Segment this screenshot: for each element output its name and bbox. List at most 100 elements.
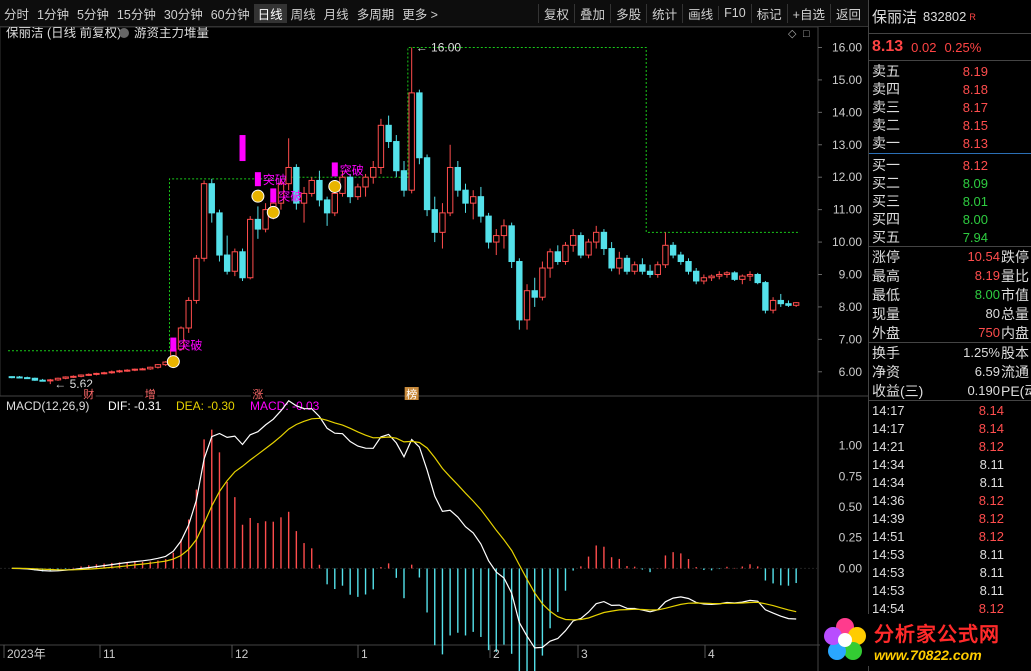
stat-row-4: 现量 80 总量 <box>869 304 1031 323</box>
bid-label: 买三 <box>872 193 900 209</box>
breakout-label: 突破 <box>263 172 287 187</box>
period-tab-8[interactable]: 月线 <box>323 7 349 22</box>
candle-body <box>377 124 385 168</box>
period-tab-5[interactable]: 60分钟 <box>210 7 250 22</box>
candle-body <box>147 366 154 370</box>
candle-body <box>47 379 54 382</box>
signal-bar <box>170 337 177 352</box>
tick-row: 14:34 8.11 <box>869 455 1031 473</box>
period-tab-2[interactable]: 5分钟 <box>76 7 109 22</box>
candle-body <box>423 157 431 211</box>
tool-button-7[interactable]: +自选 <box>786 3 830 23</box>
ask-price: 8.19 <box>962 63 988 79</box>
candle-body <box>431 209 438 233</box>
candle-body <box>208 183 215 214</box>
bid-label: 买五 <box>872 229 900 245</box>
kline-chart[interactable]: 16.0015.0014.0013.0012.0011.0010.009.008… <box>0 27 868 671</box>
tick-time: 14:39 <box>872 510 905 526</box>
tool-button-2[interactable]: 多股 <box>610 3 646 23</box>
ask-row-3[interactable]: 卖三 8.17 <box>869 98 1031 116</box>
ask-price: 8.18 <box>962 81 988 97</box>
bid-list: 买一 8.12 买二 8.09 买三 8.01 买四 8.00 买五 7.94 <box>869 155 1031 246</box>
price-axis-label: 9.00 <box>839 267 863 281</box>
price-axis-label: 13.00 <box>832 138 862 152</box>
ask-row-2[interactable]: 卖四 8.18 <box>869 80 1031 98</box>
tool-button-6[interactable]: 标记 <box>750 3 787 23</box>
period-tab-1[interactable]: 1分钟 <box>37 7 69 22</box>
kline-chart-area[interactable]: 16.00 15.00 14.00 13.00 12.00 11.00 10.00 9.00 8… <box>0 27 868 671</box>
bid-row-2[interactable]: 买二 8.09 <box>869 174 1031 192</box>
candle-body <box>239 251 246 279</box>
candle-body <box>231 251 239 272</box>
period-tab-7[interactable]: 周线 <box>290 7 316 22</box>
candle-body <box>646 270 654 275</box>
macd-dif-line <box>11 399 797 649</box>
money-bag-icon <box>266 205 280 219</box>
stat-row-3: 最低 8.00 市值 <box>869 285 1031 304</box>
tool-button-8[interactable]: 返回 <box>829 3 866 23</box>
money-bag-icon <box>166 355 180 369</box>
event-marker: 财 <box>83 387 94 401</box>
price-axis-label: 8.00 <box>839 300 863 314</box>
bid-row-4[interactable]: 买四 8.00 <box>869 210 1031 228</box>
tick-price: 8.11 <box>979 564 1004 580</box>
candle-body <box>54 377 62 381</box>
tool-button-0[interactable]: 复权 <box>538 3 574 23</box>
candle-body <box>131 368 139 371</box>
period-tab-10[interactable]: 更多 > <box>402 7 438 22</box>
candle-body <box>746 273 754 277</box>
tool-button-5[interactable]: F10 <box>718 6 751 20</box>
stat2-label: 收益(三) <box>872 382 924 399</box>
candle-body <box>531 290 538 298</box>
tool-buttons: 复权 叠加 多股 统计 画线 F10 标记 +自选 返回 <box>538 0 866 26</box>
period-tab-3[interactable]: 15分钟 <box>116 7 156 22</box>
candle-body <box>85 373 92 376</box>
candle-body <box>769 299 777 311</box>
candle-body <box>485 215 492 243</box>
candle-body <box>24 377 31 380</box>
bid-row-1[interactable]: 买一 8.12 <box>869 156 1031 174</box>
tick-time: 14:34 <box>872 474 905 490</box>
bid-label: 买四 <box>872 211 900 227</box>
divider <box>869 246 1031 247</box>
ask-row-1[interactable]: 卖五 8.19 <box>869 62 1031 80</box>
macd-axis-label: 1.00 <box>839 439 863 453</box>
tool-button-3[interactable]: 统计 <box>646 3 682 23</box>
tick-time: 14:34 <box>872 456 905 472</box>
candle-body <box>593 231 600 243</box>
ask-row-5[interactable]: 卖一 8.13 <box>869 134 1031 152</box>
stat-label: 最高 <box>872 267 900 284</box>
tool-button-1[interactable]: 叠加 <box>574 3 610 23</box>
candle-body <box>739 275 746 280</box>
resistance-line <box>8 46 800 352</box>
ask-list: 卖五 8.19 卖四 8.18 卖三 8.17 卖二 8.15 卖一 8.13 <box>869 61 1031 152</box>
tick-price: 8.12 <box>978 528 1004 544</box>
stat-label: 最低 <box>872 286 900 303</box>
candle-body <box>200 183 208 259</box>
tick-list[interactable]: 14:17 8.14 14:17 8.14 14:21 8.12 14:34 8.11 14:3… <box>869 401 1031 617</box>
tick-price: 8.11 <box>979 474 1004 490</box>
tick-time: 14:17 <box>872 402 905 418</box>
candle-body <box>623 257 631 272</box>
ask-price: 8.15 <box>962 117 988 133</box>
candle-body <box>546 251 554 269</box>
period-tab-0[interactable]: 分时 <box>4 7 30 22</box>
stat2-label2: PE(动 <box>1001 382 1031 399</box>
bid-row-5[interactable]: 买五 7.94 <box>869 228 1031 246</box>
stock-name: 保丽洁 <box>872 9 918 26</box>
price-axis-label: 15.00 <box>832 73 862 87</box>
candle-body <box>439 212 446 233</box>
diamond-icon: ◇ <box>788 28 797 40</box>
period-tab-9[interactable]: 多周期 <box>356 7 395 22</box>
ask-label: 卖三 <box>872 99 900 115</box>
ask-row-4[interactable]: 卖二 8.15 <box>869 116 1031 134</box>
period-tab-4[interactable]: 30分钟 <box>163 7 203 22</box>
tick-price: 8.12 <box>978 492 1004 508</box>
stat-value: 10.54 <box>967 249 1000 264</box>
bid-row-3[interactable]: 买三 8.01 <box>869 192 1031 210</box>
ask-price: 8.17 <box>962 99 988 115</box>
period-tab-6[interactable]: 日线 <box>253 3 287 23</box>
tool-button-4[interactable]: 画线 <box>682 3 718 23</box>
tick-time: 14:17 <box>872 420 905 436</box>
flower-logo-icon <box>824 618 866 660</box>
